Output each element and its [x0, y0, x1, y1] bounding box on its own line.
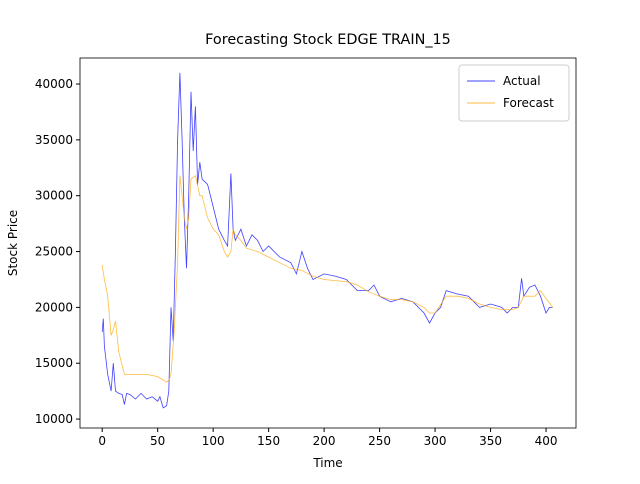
x-tick-label: 400: [535, 434, 558, 448]
y-tick-label: 25000: [35, 245, 73, 259]
x-tick-label: 350: [479, 434, 502, 448]
y-tick-label: 30000: [35, 189, 73, 203]
x-tick-label: 50: [150, 434, 165, 448]
data-line: [101, 174, 554, 383]
y-axis-label: Stock Price: [6, 210, 20, 276]
legend-label: Forecast: [503, 96, 554, 110]
x-tick-label: 200: [313, 434, 336, 448]
legend-label: Actual: [503, 74, 541, 88]
y-tick-label: 10000: [35, 412, 73, 426]
x-tick-label: 250: [368, 434, 391, 448]
y-tick-label: 40000: [35, 77, 73, 91]
x-tick-label: 150: [257, 434, 280, 448]
plot-frame: [79, 57, 577, 429]
x-tick-label: 100: [202, 434, 225, 448]
y-tick-label: 20000: [35, 300, 73, 314]
x-tick-label: 0: [98, 434, 106, 448]
data-line: [101, 72, 553, 409]
x-axis-label: Time: [312, 456, 342, 470]
y-tick-label: 15000: [35, 356, 73, 370]
y-tick-label: 35000: [35, 133, 73, 147]
legend-box: [458, 64, 570, 122]
x-tick-label: 300: [424, 434, 447, 448]
chart-title: Forecasting Stock EDGE TRAIN_15: [205, 32, 451, 48]
